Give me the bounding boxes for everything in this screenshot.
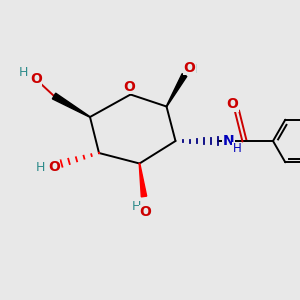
Polygon shape [139,164,147,197]
Text: O: O [48,160,60,174]
Text: O: O [30,72,42,86]
Text: H: H [132,200,141,214]
Text: H: H [232,142,241,155]
Polygon shape [52,93,90,117]
Text: H: H [36,161,45,174]
Text: O: O [140,206,152,220]
Text: O: O [123,80,135,94]
Text: H: H [19,65,28,79]
Text: O: O [226,98,238,111]
Polygon shape [166,74,187,106]
Text: H: H [187,63,197,76]
Text: O: O [184,61,196,75]
Text: N: N [223,134,234,148]
